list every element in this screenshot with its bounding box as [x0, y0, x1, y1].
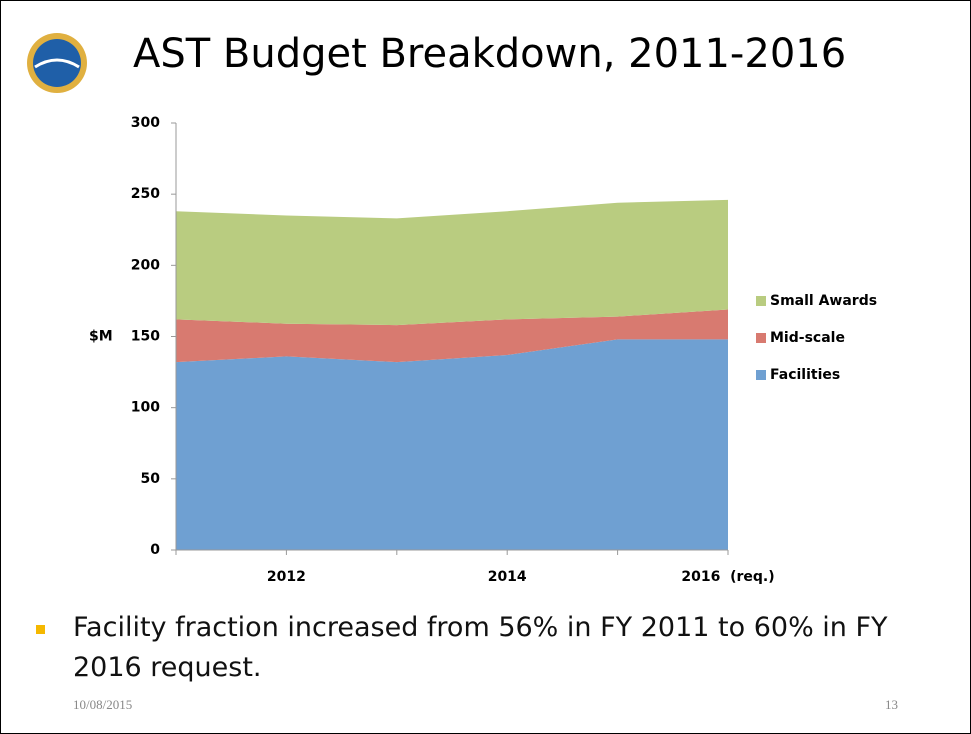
x-tick-label: 2012	[267, 569, 306, 585]
footer-date: 10/08/2015	[73, 697, 133, 712]
chart: 0 50 100 150 200 250 300 2012 2014 2016 (req.) $M S…	[89, 115, 877, 585]
legend-swatch	[756, 333, 766, 343]
page-number: 13	[885, 697, 898, 712]
y-tick-label: 150	[131, 329, 160, 345]
area	[176, 199, 728, 326]
slide-title: AST Budget Breakdown, 2011-2016	[133, 31, 847, 77]
y-tick-label: 50	[141, 471, 161, 487]
x-tick-label: 2016 (req.)	[681, 569, 774, 585]
legend-swatch	[756, 296, 766, 306]
y-axis-label: $M	[89, 329, 113, 345]
y-tick-label: 0	[150, 542, 160, 558]
legend-swatch	[756, 370, 766, 380]
y-tick-label: 100	[131, 400, 160, 416]
bullet-text: Facility fraction increased from 56% in …	[73, 612, 888, 683]
legend-label: Small Awards	[770, 293, 877, 309]
y-tick-label: 250	[131, 186, 160, 202]
area	[176, 309, 728, 363]
bullet-marker	[36, 625, 45, 634]
area	[176, 339, 728, 550]
y-tick-label: 300	[131, 115, 160, 131]
legend-label: Mid-scale	[770, 330, 845, 346]
nsf-logo	[27, 33, 87, 93]
y-tick-label: 200	[131, 257, 160, 273]
legend-label: Facilities	[770, 367, 840, 383]
x-tick-label: 2014	[488, 569, 527, 585]
